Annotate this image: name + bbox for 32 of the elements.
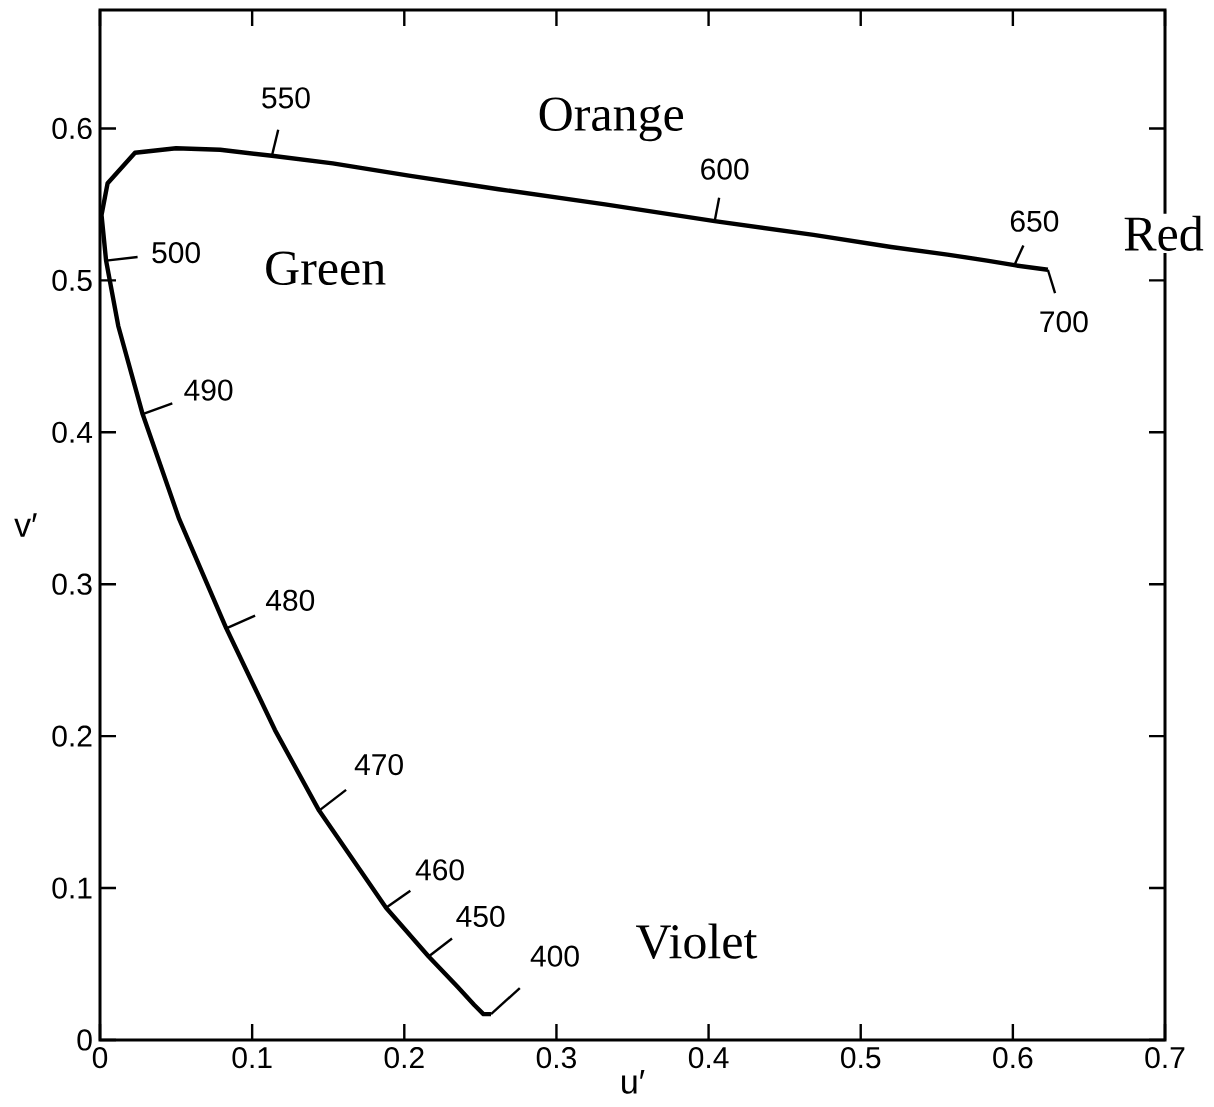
annotation: 500 [152, 242, 200, 264]
annotation: 460 [415, 859, 464, 881]
y-axis-title: v′ [14, 513, 37, 537]
x-tick-label: 0 [92, 1047, 108, 1069]
y-tick-label: 0.2 [52, 725, 92, 747]
annotation: Green [266, 251, 386, 286]
annotation: 480 [265, 589, 315, 611]
x-tick-label: 0.1 [232, 1047, 272, 1069]
y-tick-label: 0.5 [52, 269, 92, 291]
y-tick-label: 0.6 [52, 117, 92, 140]
x-tick-label: 0.7 [1145, 1047, 1185, 1069]
annotation: 490 [184, 379, 233, 401]
annotation: 550 [262, 87, 310, 109]
annotation: Red [1124, 215, 1204, 251]
annotation: 700 [1040, 311, 1088, 333]
x-axis-title: u′ [622, 1070, 645, 1094]
y-tick-label: 0.3 [52, 573, 92, 595]
annotation: Violet [635, 923, 758, 959]
x-tick-label: 0.4 [688, 1047, 729, 1069]
annotation: 450 [456, 905, 505, 928]
annotation: Orange [539, 97, 684, 142]
annotation: 650 [1010, 210, 1059, 232]
x-tick-label: 0.5 [841, 1047, 881, 1069]
y-tick-label: 0.1 [52, 877, 92, 899]
y-tick-label: 0.4 [52, 421, 93, 443]
y-tick-label: 0 [77, 1029, 92, 1051]
x-tick-label: 0.6 [993, 1047, 1033, 1069]
annotation: 600 [701, 158, 749, 180]
x-tick-label: 0.2 [384, 1047, 424, 1069]
annotation: 400 [530, 945, 579, 967]
x-tick-label: 0.3 [536, 1047, 576, 1069]
annotation: 470 [354, 753, 403, 776]
